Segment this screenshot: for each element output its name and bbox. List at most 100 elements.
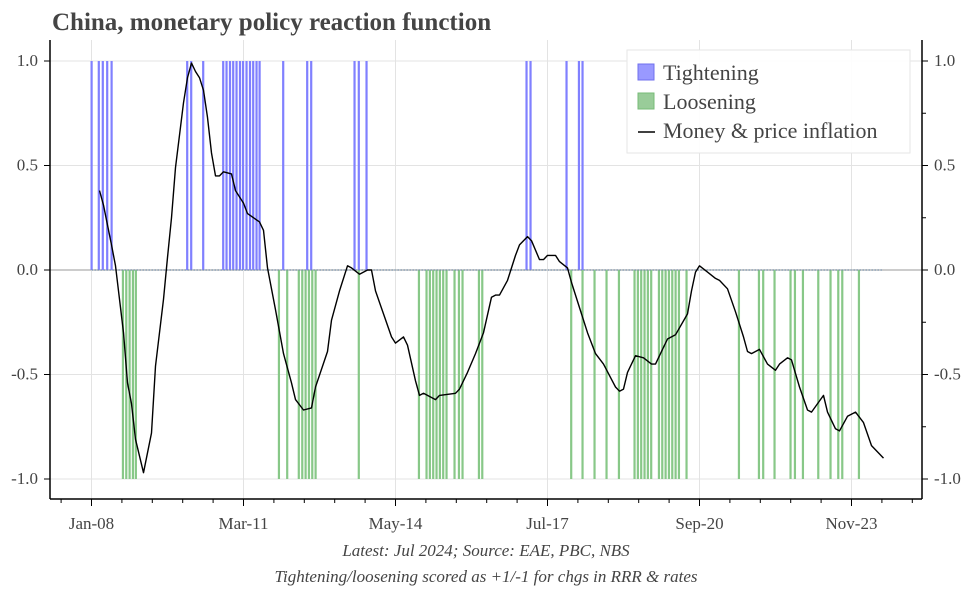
y-tick-label-left: -0.5 bbox=[11, 365, 38, 384]
y-tick-label-right: -1.0 bbox=[934, 469, 961, 488]
loosening-bar bbox=[417, 270, 421, 479]
loosening-bar bbox=[773, 270, 776, 479]
x-tick-label: Sep-20 bbox=[675, 514, 723, 533]
loosening-bar bbox=[438, 270, 441, 479]
loosening-bar bbox=[674, 270, 677, 479]
loosening-bar bbox=[304, 270, 307, 479]
y-tick-label-right: 1.0 bbox=[934, 51, 955, 70]
loosening-bar bbox=[633, 270, 636, 479]
tightening-bar bbox=[565, 61, 568, 270]
legend-label-loosening: Loosening bbox=[663, 89, 756, 114]
loosening-bar bbox=[857, 270, 861, 479]
y-tick-label-left: 1.0 bbox=[17, 51, 38, 70]
legend-label-line: Money & price inflation bbox=[663, 118, 877, 143]
loosening-bar bbox=[432, 270, 435, 479]
loosening-bar bbox=[762, 270, 765, 479]
tightening-bar bbox=[258, 61, 261, 270]
loosening-bar bbox=[445, 270, 448, 479]
tightening-bar bbox=[232, 61, 235, 270]
loosening-bar bbox=[128, 270, 131, 479]
y-tick-label-left: 0.5 bbox=[17, 156, 38, 175]
loosening-bar bbox=[442, 270, 445, 479]
loosening-bar bbox=[593, 270, 596, 479]
loosening-bar bbox=[435, 270, 438, 479]
loosening-bar bbox=[640, 270, 643, 479]
bars bbox=[90, 61, 861, 479]
loosening-bar bbox=[667, 270, 671, 479]
tightening-bar bbox=[101, 61, 104, 270]
loosening-bar bbox=[737, 270, 741, 479]
loosening-bar bbox=[636, 270, 639, 479]
y-tick-label-right: 0.5 bbox=[934, 156, 955, 175]
loosening-bar bbox=[581, 270, 584, 479]
tightening-bar bbox=[353, 61, 356, 270]
loosening-bar bbox=[685, 270, 688, 479]
tightening-bar bbox=[525, 61, 528, 270]
x-tick-label: Mar-11 bbox=[218, 514, 268, 533]
inflation-line-group bbox=[98, 62, 885, 474]
loosening-bar bbox=[297, 270, 300, 479]
loosening-bar bbox=[307, 270, 311, 479]
loosening-bar bbox=[789, 270, 792, 479]
loosening-bar bbox=[677, 270, 681, 479]
legend-swatch-tightening bbox=[637, 63, 655, 81]
tightening-bar bbox=[282, 61, 285, 270]
loosening-bar bbox=[650, 270, 653, 479]
loosening-bar bbox=[646, 270, 649, 479]
method-note: Tightening/loosening scored as +1/-1 for… bbox=[274, 567, 697, 586]
tightening-bar bbox=[357, 61, 360, 270]
tightening-bar bbox=[235, 61, 238, 270]
loosening-bar bbox=[301, 270, 304, 479]
tightening-bar bbox=[306, 61, 309, 270]
legend: Tightening Loosening Money & price infla… bbox=[626, 49, 911, 154]
loosening-bar bbox=[314, 270, 317, 479]
loosening-bar bbox=[481, 270, 484, 479]
loosening-bar bbox=[671, 270, 674, 479]
axes: 1.0 1.0 0.5 0.5 0.0 0.0 -0.5 -0.5 -1.0 -1.0 Jan-08… bbox=[11, 40, 961, 533]
tightening-bar bbox=[310, 61, 313, 270]
loosening-bar bbox=[605, 270, 608, 479]
loosening-bar bbox=[134, 270, 137, 479]
loosening-bar bbox=[793, 270, 797, 479]
tightening-bar bbox=[529, 61, 532, 270]
tightening-bar bbox=[365, 61, 368, 270]
tightening-bar bbox=[255, 61, 258, 270]
loosening-bar bbox=[457, 270, 461, 479]
loosening-bar bbox=[661, 270, 664, 479]
loosening-bar bbox=[829, 270, 832, 479]
x-tick-label: Nov-23 bbox=[826, 514, 878, 533]
loosening-bar bbox=[277, 270, 281, 479]
loosening-bar bbox=[461, 270, 464, 479]
loosening-bar bbox=[837, 270, 840, 479]
tightening-bar bbox=[225, 61, 228, 270]
loosening-bar bbox=[817, 270, 820, 479]
loosening-bar bbox=[311, 270, 314, 479]
y-tick-label-left: -1.0 bbox=[11, 469, 38, 488]
loosening-bar bbox=[477, 270, 481, 479]
tightening-bar bbox=[186, 61, 189, 270]
loosening-bar bbox=[425, 270, 428, 479]
y-tick-label-right: -0.5 bbox=[934, 365, 961, 384]
loosening-bar bbox=[453, 270, 456, 479]
loosening-bar bbox=[131, 270, 135, 479]
x-tick-label: Jan-08 bbox=[69, 514, 114, 533]
tightening-bar bbox=[190, 61, 193, 270]
loosening-bar bbox=[121, 270, 125, 479]
loosening-bar bbox=[664, 270, 667, 479]
loosening-bar bbox=[286, 270, 289, 479]
tightening-bar bbox=[110, 61, 113, 270]
loosening-bar bbox=[428, 270, 431, 479]
x-tick-label: May-14 bbox=[369, 514, 423, 533]
loosening-bar bbox=[617, 270, 621, 479]
tightening-bar bbox=[581, 61, 584, 270]
x-tick-label: Jul-17 bbox=[526, 514, 569, 533]
loosening-bar bbox=[757, 270, 761, 479]
chart-title: China, monetary policy reaction function bbox=[52, 9, 491, 36]
tightening-bar bbox=[248, 61, 252, 270]
tightening-bar bbox=[106, 61, 109, 270]
loosening-bar bbox=[801, 270, 805, 479]
tightening-bar bbox=[245, 61, 248, 270]
tightening-bar bbox=[577, 61, 581, 270]
tightening-bar bbox=[238, 61, 242, 270]
